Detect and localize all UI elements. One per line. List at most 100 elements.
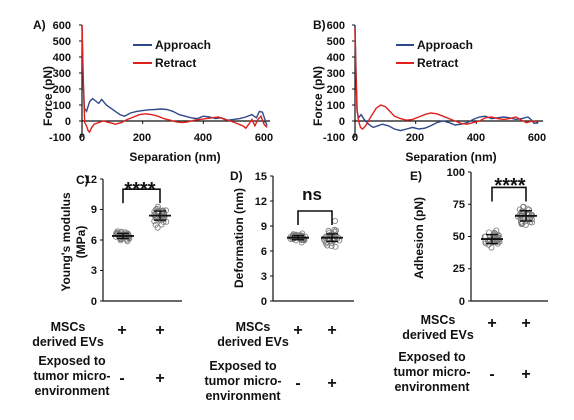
panel-b-yticks: 600 500 400 300 200 100 0 -100: [323, 20, 345, 144]
panel-e-ytick: 50: [453, 231, 465, 243]
panel-b-ytick: 400: [327, 52, 345, 64]
panel-b-ytick: 300: [327, 68, 345, 80]
panel-e-ylabel: Adhesion (pN): [412, 197, 426, 279]
condition-sign: +: [155, 370, 164, 387]
panel-b-plot: [352, 24, 544, 138]
panel-b: B) Force (pN) 600 500 400 300 200 100 0 …: [311, 18, 546, 164]
panel-c-label: C): [76, 173, 89, 187]
panel-d-ytick: 9: [261, 221, 267, 233]
condition-row1-label: MSCs: [421, 313, 456, 327]
panel-a-ytick: 0: [65, 116, 71, 128]
panel-d: D) Deformation (nm) 15 12 9 6 3 0 ns: [230, 169, 354, 308]
condition-sign: -: [295, 375, 300, 392]
panel-c-ytick: 3: [91, 265, 97, 277]
condition-row2-label: environment: [34, 384, 110, 398]
data-point: [163, 218, 170, 225]
condition-row2-label: Exposed to: [209, 359, 277, 373]
legend-label-retract: Retract: [155, 56, 196, 70]
condition-row2-label: tumor micro-: [33, 369, 110, 383]
panel-c-ylabel-line1: Young's modulus: [59, 192, 73, 292]
panel-c-ylabel-line2: (MPa): [74, 226, 88, 259]
panel-b-xtick: 200: [406, 132, 424, 144]
data-point: [326, 229, 333, 236]
significance-bracket: [491, 186, 527, 202]
panel-e-yticks: 100 75 50 25 0: [447, 167, 465, 308]
panel-a-xticks: 0 200 400 600: [79, 132, 273, 144]
panel-a-label: A): [33, 18, 46, 32]
data-point: [517, 211, 524, 218]
panel-e-ytick: 100: [447, 167, 465, 179]
panel-b-ytick: 0: [339, 116, 345, 128]
condition-sign: +: [521, 366, 530, 383]
significance-bracket: [122, 188, 161, 204]
panel-a-xlabel: Separation (nm): [129, 150, 220, 164]
condition-sign: -: [119, 370, 124, 387]
data-point: [528, 216, 535, 223]
panel-e-ytick: 0: [459, 296, 465, 308]
panel-d-yticks: 15 12 9 6 3 0: [255, 171, 267, 308]
significance-bracket: [297, 210, 333, 225]
panel-e-significance: ****: [494, 175, 525, 197]
panel-e: E) Adhesion (pN) 100 75 50 25 0 ****: [410, 167, 548, 308]
series-line-retract: [81, 24, 268, 134]
condition-row1-label: derived EVs: [402, 328, 474, 342]
panel-d-ytick: 15: [255, 171, 267, 183]
condition-row2-label: tumor micro-: [204, 374, 281, 388]
panel-a-ytick: 300: [53, 68, 71, 80]
panel-d-ylabel: Deformation (nm): [232, 188, 246, 288]
panel-b-legend: Approach Retract: [396, 38, 473, 70]
panel-d-ytick: 3: [261, 271, 267, 283]
panel-c-ytick: 12: [85, 174, 97, 186]
data-point: [324, 242, 331, 249]
data-point: [152, 213, 159, 220]
panel-a-ytick: -100: [49, 132, 71, 144]
panel-b-ytick: 500: [327, 36, 345, 48]
panel-e-label: E): [410, 169, 422, 183]
condition-sign: +: [327, 322, 336, 339]
condition-row1-label: MSCs: [236, 320, 271, 334]
panel-a-ytick: 200: [53, 84, 71, 96]
panel-a-ytick: 500: [53, 36, 71, 48]
panel-d-ytick: 0: [261, 296, 267, 308]
condition-sign: -: [489, 366, 494, 383]
condition-sign: +: [487, 315, 496, 332]
legend-label-approach: Approach: [417, 38, 473, 52]
panel-d-ytick: 12: [255, 196, 267, 208]
panel-a-xtick: 0: [79, 132, 85, 144]
condition-row2-label: environment: [205, 389, 281, 403]
panel-d-plot: [270, 175, 354, 302]
condition-sign: +: [155, 322, 164, 339]
panel-c-ytick: 6: [91, 235, 97, 247]
panel-c-plot: [100, 178, 182, 302]
panel-b-ylabel: Force (pN): [311, 66, 325, 126]
data-point: [529, 211, 536, 218]
panel-a-ytick: 100: [53, 100, 71, 112]
panel-b-ytick: 100: [327, 100, 345, 112]
condition-row2-label: Exposed to: [38, 354, 106, 368]
panel-b-ytick: -100: [323, 132, 345, 144]
data-point: [331, 217, 338, 224]
panel-a-legend: Approach Retract: [133, 38, 211, 70]
condition-row1-label: derived EVs: [217, 335, 289, 349]
data-point: [529, 219, 536, 226]
series-line-approach: [354, 26, 539, 132]
data-point: [123, 236, 130, 243]
panel-b-ytick: 600: [327, 20, 345, 32]
series-line-retract: [354, 28, 538, 130]
panel-a-ytick: 400: [53, 52, 71, 64]
panel-a-xtick: 400: [194, 132, 212, 144]
condition-row1-label: MSCs: [51, 320, 86, 334]
condition-sign: +: [117, 322, 126, 339]
legend-label-approach: Approach: [155, 38, 211, 52]
condition-row2-label: tumor micro-: [393, 365, 470, 379]
series-line-approach: [81, 24, 268, 127]
condition-row2-label: environment: [394, 380, 470, 394]
panel-b-xticks: 0 200 400 600: [352, 132, 546, 144]
data-point: [332, 243, 339, 250]
panel-a-ytick: 600: [53, 20, 71, 32]
conditions-table: MSCs derived EVs + + Exposed to tumor mi…: [32, 313, 530, 403]
legend-label-retract: Retract: [417, 56, 458, 70]
data-point: [332, 227, 339, 234]
condition-row2-label: Exposed to: [398, 350, 466, 364]
